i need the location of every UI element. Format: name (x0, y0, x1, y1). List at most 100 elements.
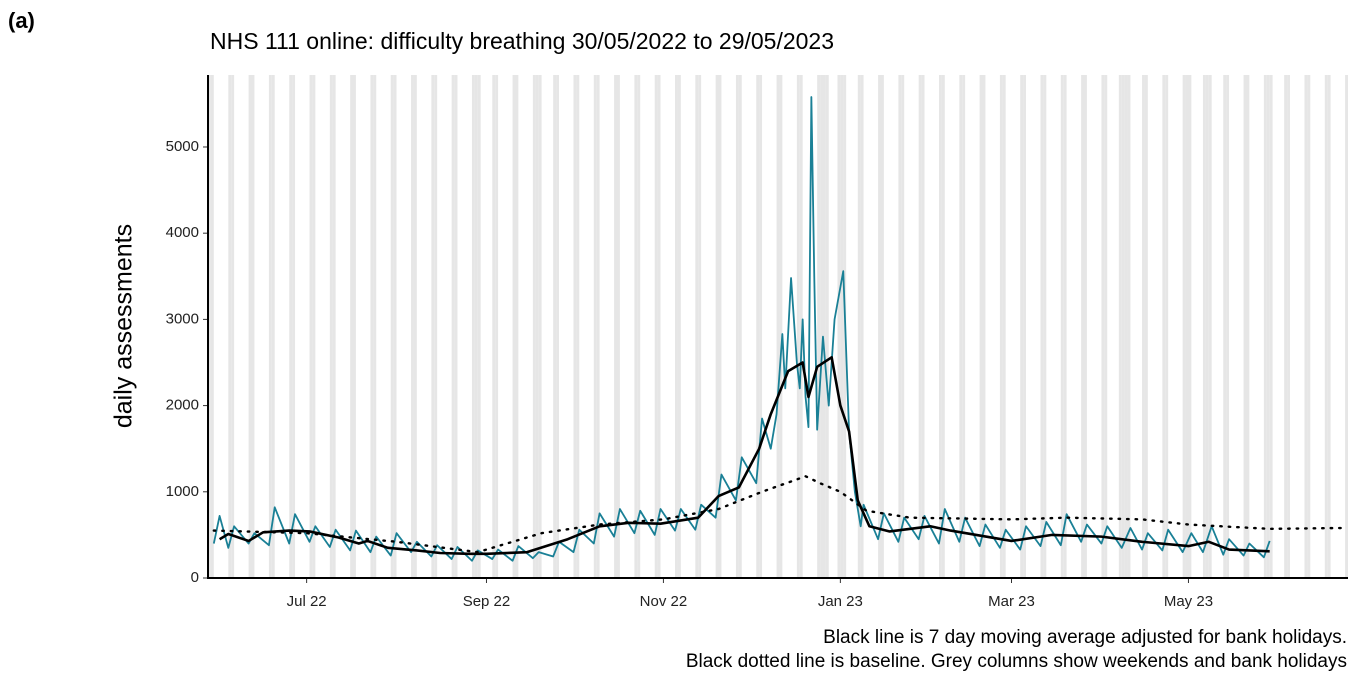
shaded-column (370, 75, 374, 578)
shaded-column (634, 75, 638, 578)
chart-title: NHS 111 online: difficulty breathing 30/… (210, 28, 834, 54)
shaded-column (312, 75, 316, 578)
shaded-column (454, 75, 458, 578)
shaded-column (840, 75, 844, 578)
shaded-column (938, 75, 942, 578)
shaded-column (735, 75, 739, 578)
shaded-column (471, 75, 475, 578)
shaded-column (822, 75, 826, 578)
shaded-column (941, 75, 945, 578)
shaded-column (271, 75, 275, 578)
shaded-column (393, 75, 397, 578)
shaded-column (576, 75, 580, 578)
line-series (212, 475, 1344, 554)
shaded-column (593, 75, 597, 578)
y-tick-label: 1000 (166, 483, 199, 500)
shaded-column (1345, 75, 1348, 578)
shaded-column (617, 75, 620, 578)
shaded-column (373, 75, 377, 578)
shaded-column (1226, 75, 1230, 578)
shaded-column (817, 75, 821, 578)
shaded-column (353, 75, 356, 578)
shaded-column (210, 75, 214, 578)
shaded-column (1081, 75, 1085, 578)
shaded-column (251, 75, 255, 578)
shaded-column (248, 75, 252, 578)
shaded-column (329, 75, 333, 578)
shaded-column (413, 75, 417, 578)
shaded-column (1043, 75, 1047, 578)
shaded-column (1263, 75, 1267, 578)
shaded-column (1304, 75, 1308, 578)
shaded-column (779, 75, 783, 578)
shaded-column (796, 75, 800, 578)
shaded-column (776, 75, 780, 578)
shaded-column (1040, 75, 1044, 578)
shaded-column (637, 75, 641, 578)
shaded-column (738, 75, 742, 578)
x-tick-label: Jan 23 (818, 593, 863, 610)
shaded-column (1165, 75, 1169, 578)
shaded-column (918, 75, 922, 578)
shaded-column (860, 75, 864, 578)
shaded-column (268, 75, 272, 578)
shaded-column (677, 75, 681, 578)
shaded-column (982, 75, 986, 578)
shaded-column (1124, 75, 1128, 578)
shaded-column (1063, 75, 1067, 578)
shaded-column (837, 75, 841, 578)
shaded-column (1162, 75, 1166, 578)
shaded-column (962, 75, 966, 578)
shaded-column (1142, 75, 1145, 578)
shaded-column (825, 75, 829, 578)
shaded-column (1307, 75, 1311, 578)
shaded-column (208, 75, 211, 578)
shaded-column (1188, 75, 1192, 578)
x-tick-label: Mar 23 (988, 593, 1035, 610)
shaded-column (1202, 75, 1206, 578)
shaded-column (292, 75, 296, 578)
shaded-column (1023, 75, 1027, 578)
shaded-column (657, 75, 661, 578)
x-tick-label: Nov 22 (640, 593, 688, 610)
shaded-column (309, 75, 313, 578)
shaded-column (411, 75, 414, 578)
shaded-column (538, 75, 542, 578)
shaded-column (999, 75, 1003, 578)
shaded-column (477, 75, 481, 578)
shaded-column (350, 75, 354, 578)
shaded-column (512, 75, 516, 578)
shaded-column (880, 75, 884, 578)
x-tick-label: Jul 22 (287, 593, 327, 610)
shaded-column (1208, 75, 1212, 578)
line-series (218, 356, 1270, 556)
shaded-column (1246, 75, 1250, 578)
shaded-column (898, 75, 902, 578)
shaded-column (492, 75, 496, 578)
shaded-column (698, 75, 702, 578)
shaded-column (1243, 75, 1247, 578)
shaded-column (1101, 75, 1105, 578)
y-tick-label: 3000 (166, 310, 199, 327)
shaded-column (1020, 75, 1024, 578)
shaded-column (718, 75, 722, 578)
shaded-column (1144, 75, 1148, 578)
shaded-column (1269, 75, 1273, 578)
shaded-column (1104, 75, 1108, 578)
shaded-column (515, 75, 519, 578)
shaded-column (878, 75, 881, 578)
shaded-column (1324, 75, 1328, 578)
shaded-column (675, 75, 678, 578)
shaded-column (1060, 75, 1064, 578)
shaded-column (1266, 75, 1270, 578)
shaded-column (332, 75, 336, 578)
shaded-column (1327, 75, 1331, 578)
shaded-column (390, 75, 394, 578)
shaded-column (1223, 75, 1227, 578)
shaded-column (231, 75, 235, 578)
shaded-column (1205, 75, 1209, 578)
shaded-column (756, 75, 760, 578)
shaded-column (532, 75, 536, 578)
shaded-column (553, 75, 557, 578)
